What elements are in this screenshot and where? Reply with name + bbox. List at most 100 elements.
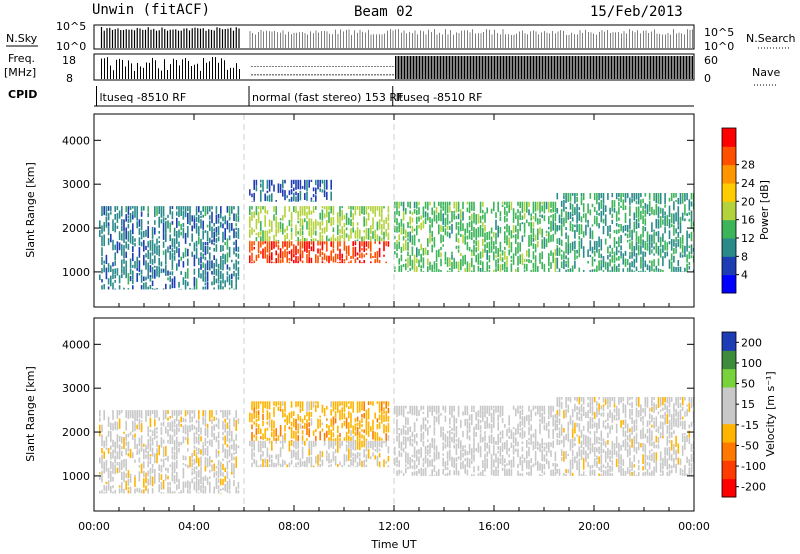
data-cell <box>209 470 211 473</box>
data-cell <box>653 402 655 413</box>
data-cell <box>114 421 116 430</box>
data-cell <box>206 206 209 215</box>
data-cell <box>688 199 691 211</box>
data-cell <box>624 430 627 438</box>
data-cell <box>556 247 559 256</box>
data-cell <box>688 266 691 270</box>
data-cell <box>363 230 365 233</box>
data-cell <box>541 205 543 212</box>
data-cell <box>429 201 431 206</box>
data-cell <box>587 453 589 459</box>
data-cell <box>622 206 625 211</box>
data-cell <box>356 222 359 226</box>
freq-dot <box>320 74 322 76</box>
data-cell <box>515 428 517 436</box>
data-cell <box>407 271 409 272</box>
data-cell <box>633 454 636 462</box>
data-cell <box>206 428 209 438</box>
data-cell <box>422 468 425 476</box>
data-cell <box>396 239 398 244</box>
data-cell <box>348 234 350 242</box>
data-cell <box>550 469 552 476</box>
data-cell <box>560 200 563 207</box>
data-cell <box>228 418 231 425</box>
data-cell <box>290 421 293 427</box>
data-cell <box>493 405 495 408</box>
data-cell <box>556 468 559 474</box>
data-cell <box>501 250 504 256</box>
data-cell <box>560 424 563 436</box>
data-cell <box>114 260 116 266</box>
data-cell <box>184 247 187 257</box>
data-cell <box>666 413 669 424</box>
data-cell <box>127 206 130 215</box>
data-cell <box>112 476 114 482</box>
data-cell <box>158 472 160 483</box>
freq-dot <box>329 74 331 76</box>
data-cell <box>484 248 486 253</box>
data-cell <box>339 438 341 441</box>
data-cell <box>222 443 224 453</box>
data-cell <box>220 260 222 270</box>
data-cell <box>123 431 125 434</box>
data-cell <box>147 249 149 259</box>
data-cell <box>422 411 425 415</box>
data-cell <box>534 455 537 462</box>
data-cell <box>118 242 121 251</box>
data-cell <box>657 206 660 219</box>
data-cell <box>571 428 574 439</box>
data-cell <box>306 423 308 436</box>
data-cell <box>288 251 291 255</box>
data-cell <box>451 427 453 431</box>
x-tick-label: 20:00 <box>578 520 610 533</box>
data-cell <box>537 218 539 225</box>
data-cell <box>591 405 594 416</box>
data-cell <box>545 201 548 210</box>
data-cell <box>589 401 592 414</box>
freq-dot <box>374 74 376 76</box>
data-cell <box>504 240 506 244</box>
data-cell <box>462 411 464 416</box>
data-cell <box>337 241 339 251</box>
data-cell <box>173 276 176 289</box>
data-cell <box>182 206 185 210</box>
data-cell <box>422 405 425 410</box>
data-cell <box>429 454 431 457</box>
data-cell <box>176 211 178 216</box>
data-cell <box>622 420 625 425</box>
data-cell <box>110 212 112 215</box>
data-cell <box>262 401 264 414</box>
data-cell <box>528 209 530 216</box>
data-cell <box>138 437 141 447</box>
data-cell <box>457 270 460 272</box>
data-cell <box>249 241 251 253</box>
data-cell <box>206 457 209 468</box>
data-cell <box>356 462 359 468</box>
data-cell <box>521 416 524 426</box>
data-cell <box>482 410 484 422</box>
data-cell <box>121 244 123 256</box>
data-cell <box>624 212 627 223</box>
data-cell <box>613 263 616 272</box>
data-cell <box>398 265 400 272</box>
data-cell <box>435 262 438 272</box>
freq-dot <box>347 66 349 67</box>
data-cell <box>182 417 185 422</box>
data-cell <box>523 431 526 438</box>
freq-dot <box>275 74 277 76</box>
data-cell <box>571 213 574 217</box>
data-cell <box>558 427 561 430</box>
data-cell <box>301 230 304 236</box>
data-cell <box>273 262 275 264</box>
data-cell <box>191 471 193 476</box>
data-cell <box>407 427 409 435</box>
data-cell <box>378 241 381 245</box>
data-cell <box>675 248 677 254</box>
data-cell <box>114 288 116 290</box>
data-cell <box>387 241 390 247</box>
data-cell <box>673 430 675 434</box>
data-cell <box>405 259 407 262</box>
data-cell <box>644 443 647 454</box>
data-cell <box>499 446 502 457</box>
data-cell <box>600 454 603 465</box>
